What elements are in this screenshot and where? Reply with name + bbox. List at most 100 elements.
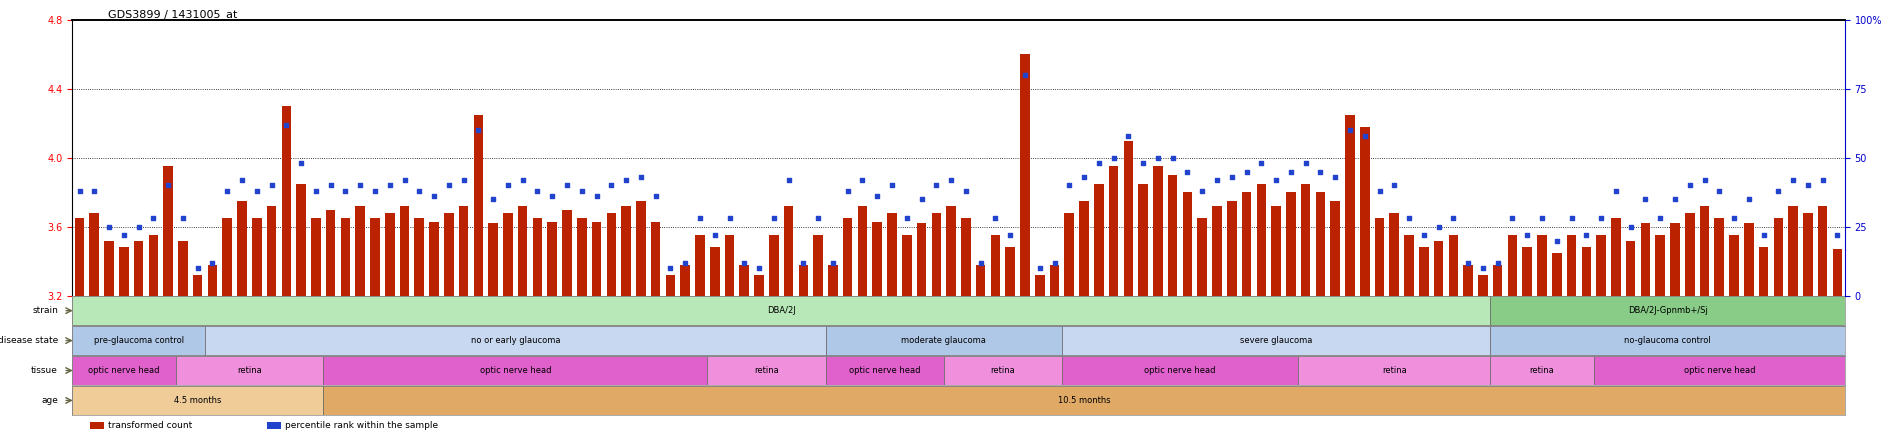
Point [700,231,731,238]
Text: GDS3899 / 1431005_at: GDS3899 / 1431005_at [108,9,237,20]
Bar [1490,296,1845,325]
Point [1748,231,1778,238]
Text: retina: retina [1530,366,1554,375]
Text: tissue: tissue [30,366,59,375]
Point [1454,259,1484,266]
Bar [355,206,364,296]
Point [1260,176,1291,183]
Point [714,215,744,222]
Bar [268,206,277,296]
Point [788,259,818,266]
Point [552,182,583,189]
Point [182,265,213,272]
Bar [1714,218,1723,296]
Bar [725,235,735,296]
Point [877,182,907,189]
Text: optic nerve head: optic nerve head [1684,366,1756,375]
Point [1319,174,1349,181]
Bar [1315,192,1325,296]
Bar [488,223,497,296]
Bar [1389,213,1399,296]
Point [1380,182,1410,189]
Bar [740,265,750,296]
Point [213,187,243,194]
Point [1127,160,1158,167]
Point [507,176,537,183]
Text: retina: retina [754,366,778,375]
Bar [1065,213,1074,296]
Bar [268,422,281,429]
Point [951,187,981,194]
Bar [1729,235,1739,296]
Bar [1330,201,1340,296]
Bar [296,184,306,296]
Point [626,174,657,181]
Point [655,265,685,272]
Point [345,182,376,189]
Bar [562,210,571,296]
Bar [148,235,158,296]
Bar [1420,247,1429,296]
Bar [104,241,114,296]
Text: 10.5 months: 10.5 months [1057,396,1110,405]
Text: optic nerve head: optic nerve head [87,366,159,375]
Point [1600,187,1630,194]
Bar [1553,253,1562,296]
Bar [1788,206,1797,296]
Bar [237,201,247,296]
Bar [1537,235,1547,296]
Bar [607,213,617,296]
Bar [651,222,661,296]
Point [803,215,833,222]
Bar [1640,223,1649,296]
Bar [1139,184,1148,296]
Point [1365,187,1395,194]
Point [361,187,391,194]
Point [1232,168,1262,175]
Point [1069,174,1099,181]
Bar [1759,247,1769,296]
Point [1114,132,1144,139]
Point [862,193,892,200]
Bar [1256,184,1266,296]
Bar [886,213,898,296]
Bar [1061,326,1490,355]
Bar [960,218,970,296]
Point [1498,215,1528,222]
Text: 4.5 months: 4.5 months [175,396,222,405]
Point [404,187,435,194]
Point [197,259,228,266]
Bar [1803,213,1813,296]
Bar [1241,192,1251,296]
Bar [991,235,1000,296]
Bar [1034,275,1044,296]
Bar [1744,223,1754,296]
Bar [1287,192,1296,296]
Point [833,187,864,194]
Point [1099,154,1129,161]
Point [287,160,317,167]
Point [419,193,450,200]
Point [1807,176,1837,183]
Point [1720,215,1750,222]
Point [1010,71,1040,79]
Bar [1006,247,1015,296]
Bar [175,356,323,385]
Text: optic nerve head: optic nerve head [848,366,921,375]
Bar [72,356,175,385]
Point [640,193,670,200]
Point [966,259,996,266]
Point [1408,231,1439,238]
Point [1467,265,1498,272]
Bar [873,222,883,296]
Bar [976,265,985,296]
Text: DBA/2J: DBA/2J [767,306,795,315]
Point [1173,168,1203,175]
Bar [74,218,84,296]
Bar [547,222,556,296]
Point [596,182,626,189]
Bar [72,326,205,355]
Bar [1566,235,1577,296]
Bar [444,213,454,296]
Point [759,215,790,222]
